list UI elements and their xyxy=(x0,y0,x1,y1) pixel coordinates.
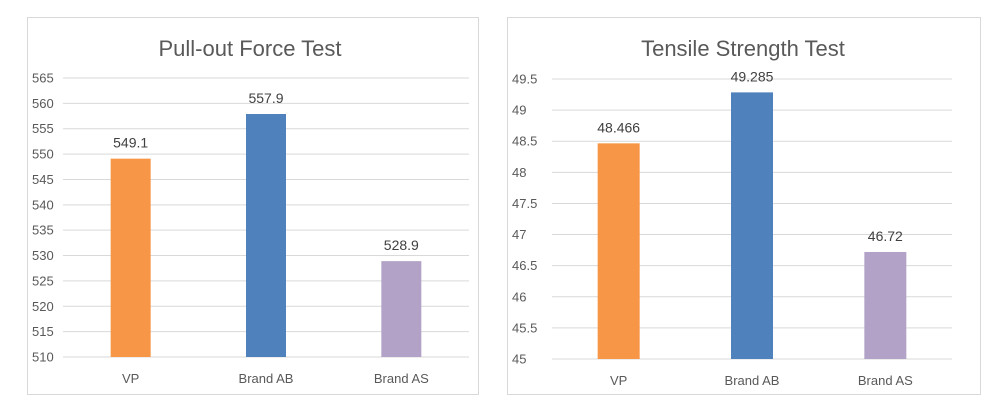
x-tick-label: Brand AB xyxy=(239,371,294,386)
y-axis-ticks: 510 515 520 525 530 535 540 545 550 555 560 565 xyxy=(32,71,54,365)
y-tick-label: 46.5 xyxy=(512,258,537,273)
y-tick-label: 550 xyxy=(32,147,54,162)
x-tick-label: Brand AB xyxy=(725,373,780,388)
y-axis-ticks: 45 45.5 46 46.5 47 47.5 48 48.5 49 49.5 xyxy=(512,72,537,367)
pull-out-force-chart: Pull-out Force Test 510 515 520 525 530 535 54… xyxy=(27,17,479,395)
x-tick-label: Brand AS xyxy=(858,373,913,388)
bar xyxy=(864,251,907,359)
y-tick-label: 540 xyxy=(32,197,54,212)
data-label: 549.1 xyxy=(113,135,148,151)
chart-title: Tensile Strength Test xyxy=(641,36,845,61)
bar xyxy=(731,92,773,359)
y-tick-label: 45 xyxy=(512,352,526,367)
y-tick-label: 545 xyxy=(32,172,54,187)
bar xyxy=(110,158,151,357)
y-tick-label: 48.5 xyxy=(512,134,537,149)
y-tick-label: 520 xyxy=(32,299,54,314)
bar xyxy=(381,261,422,357)
y-tick-label: 49 xyxy=(512,103,526,118)
y-tick-label: 48 xyxy=(512,165,526,180)
y-tick-label: 49.5 xyxy=(512,72,537,87)
y-tick-label: 46 xyxy=(512,289,526,304)
y-tick-label: 560 xyxy=(32,96,54,111)
y-tick-label: 510 xyxy=(32,350,54,365)
y-tick-label: 525 xyxy=(32,273,54,288)
y-tick-label: 47 xyxy=(512,227,526,242)
y-tick-label: 565 xyxy=(32,71,54,86)
chart-title: Pull-out Force Test xyxy=(158,36,341,61)
pull-out-force-chart-svg: Pull-out Force Test 510 515 520 525 530 535 54… xyxy=(32,36,469,386)
y-tick-label: 555 xyxy=(32,121,54,136)
tensile-strength-chart-svg: Tensile Strength Test 45 45.5 46 46.5 47 47.5… xyxy=(512,36,952,388)
x-tick-label: Brand AS xyxy=(374,371,429,386)
y-tick-label: 535 xyxy=(32,223,54,238)
y-tick-label: 45.5 xyxy=(512,320,537,335)
bar xyxy=(246,114,286,358)
x-tick-label: VP xyxy=(610,373,627,388)
data-label: 46.72 xyxy=(868,228,903,244)
y-tick-label: 515 xyxy=(32,324,54,339)
y-tick-label: 530 xyxy=(32,248,54,263)
y-tick-label: 47.5 xyxy=(512,196,537,211)
bar xyxy=(597,143,640,359)
data-label: 557.9 xyxy=(248,90,283,106)
tensile-strength-chart: Tensile Strength Test 45 45.5 46 46.5 47 47.5… xyxy=(507,17,981,395)
data-label: 49.285 xyxy=(731,68,774,84)
x-tick-label: VP xyxy=(122,371,139,386)
data-label: 528.9 xyxy=(384,237,419,253)
data-label: 48.466 xyxy=(597,119,640,135)
